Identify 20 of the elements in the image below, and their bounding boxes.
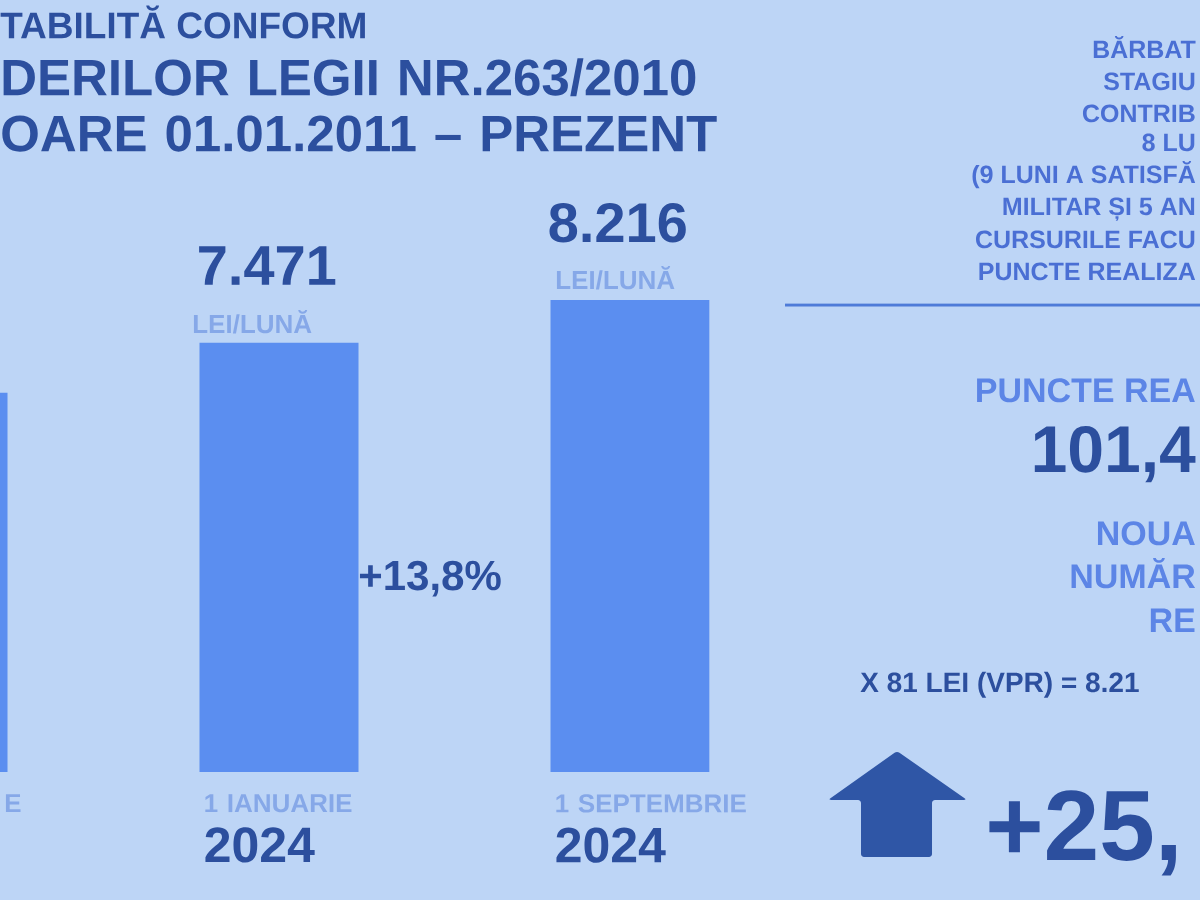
text: CURSURILE FACU <box>975 230 1195 249</box>
text: BĂRBAT <box>1093 35 1196 58</box>
text: +25, <box>989 790 1176 876</box>
text: X 81 LEI (VPR) = 8.21 <box>860 671 1139 698</box>
chart-title: TABILITĂ CONFORM <box>0 5 365 39</box>
text: (9 LUNI A SATISFĂ <box>972 160 1196 189</box>
text: CONTRIB <box>1082 104 1195 123</box>
text: PUNCTE REALIZA <box>979 262 1196 281</box>
chart-subtitle: DERILOR LEGII NR.263/2010 OARE 01.01.2011 – PREZENT <box>2 58 717 152</box>
text: RE <box>1150 608 1195 632</box>
text: 8 LU <box>1142 133 1195 152</box>
text: NUMĂR <box>1071 557 1196 589</box>
text: MILITAR ȘI 5 AN <box>1003 197 1195 221</box>
data-label: 8.216 <box>549 202 686 243</box>
annotation: +13,8% <box>359 560 501 597</box>
text: 101,4 <box>1034 425 1196 483</box>
data-label: 7.471 <box>199 246 336 285</box>
text: PUNCTE REA <box>977 378 1195 403</box>
text: STAGIU <box>1103 72 1195 91</box>
text: NOUA <box>1097 521 1195 546</box>
